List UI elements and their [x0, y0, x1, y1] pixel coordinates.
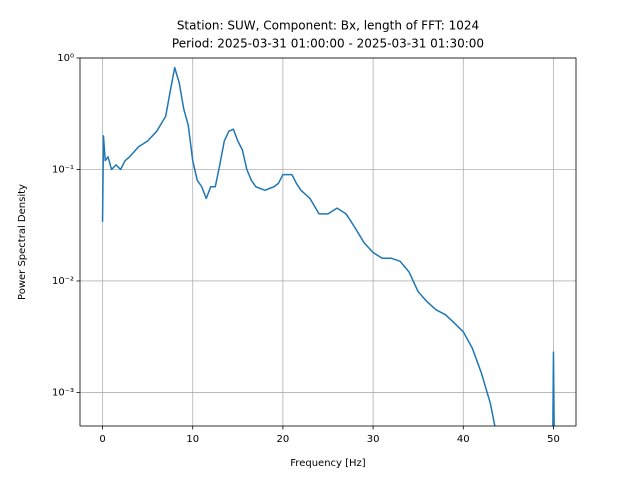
data-line — [101, 66, 555, 426]
y-tick-label: 10⁻¹ — [52, 164, 74, 175]
x-tick-label: 40 — [457, 434, 470, 445]
grid — [80, 57, 576, 426]
y-axis-label: Power Spectral Density — [17, 184, 28, 300]
y-tick-label: 10⁻² — [52, 276, 74, 287]
x-tick-label: 30 — [367, 434, 380, 445]
x-tick-label: 0 — [99, 434, 105, 445]
chart-subtitle: Period: 2025-03-31 01:00:00 - 2025-03-31… — [172, 37, 484, 51]
x-tick-label: 20 — [277, 434, 290, 445]
axes-frame — [79, 57, 577, 427]
chart-title: Station: SUW, Component: Bx, length of F… — [177, 19, 479, 33]
x-axis-label: Frequency [Hz] — [290, 458, 366, 469]
y-tick-label: 10⁰ — [57, 53, 74, 64]
x-tick-label: 10 — [186, 434, 199, 445]
plot-area — [101, 66, 555, 426]
y-tick-label: 10⁻³ — [52, 387, 74, 398]
x-tick-label: 50 — [547, 434, 560, 445]
